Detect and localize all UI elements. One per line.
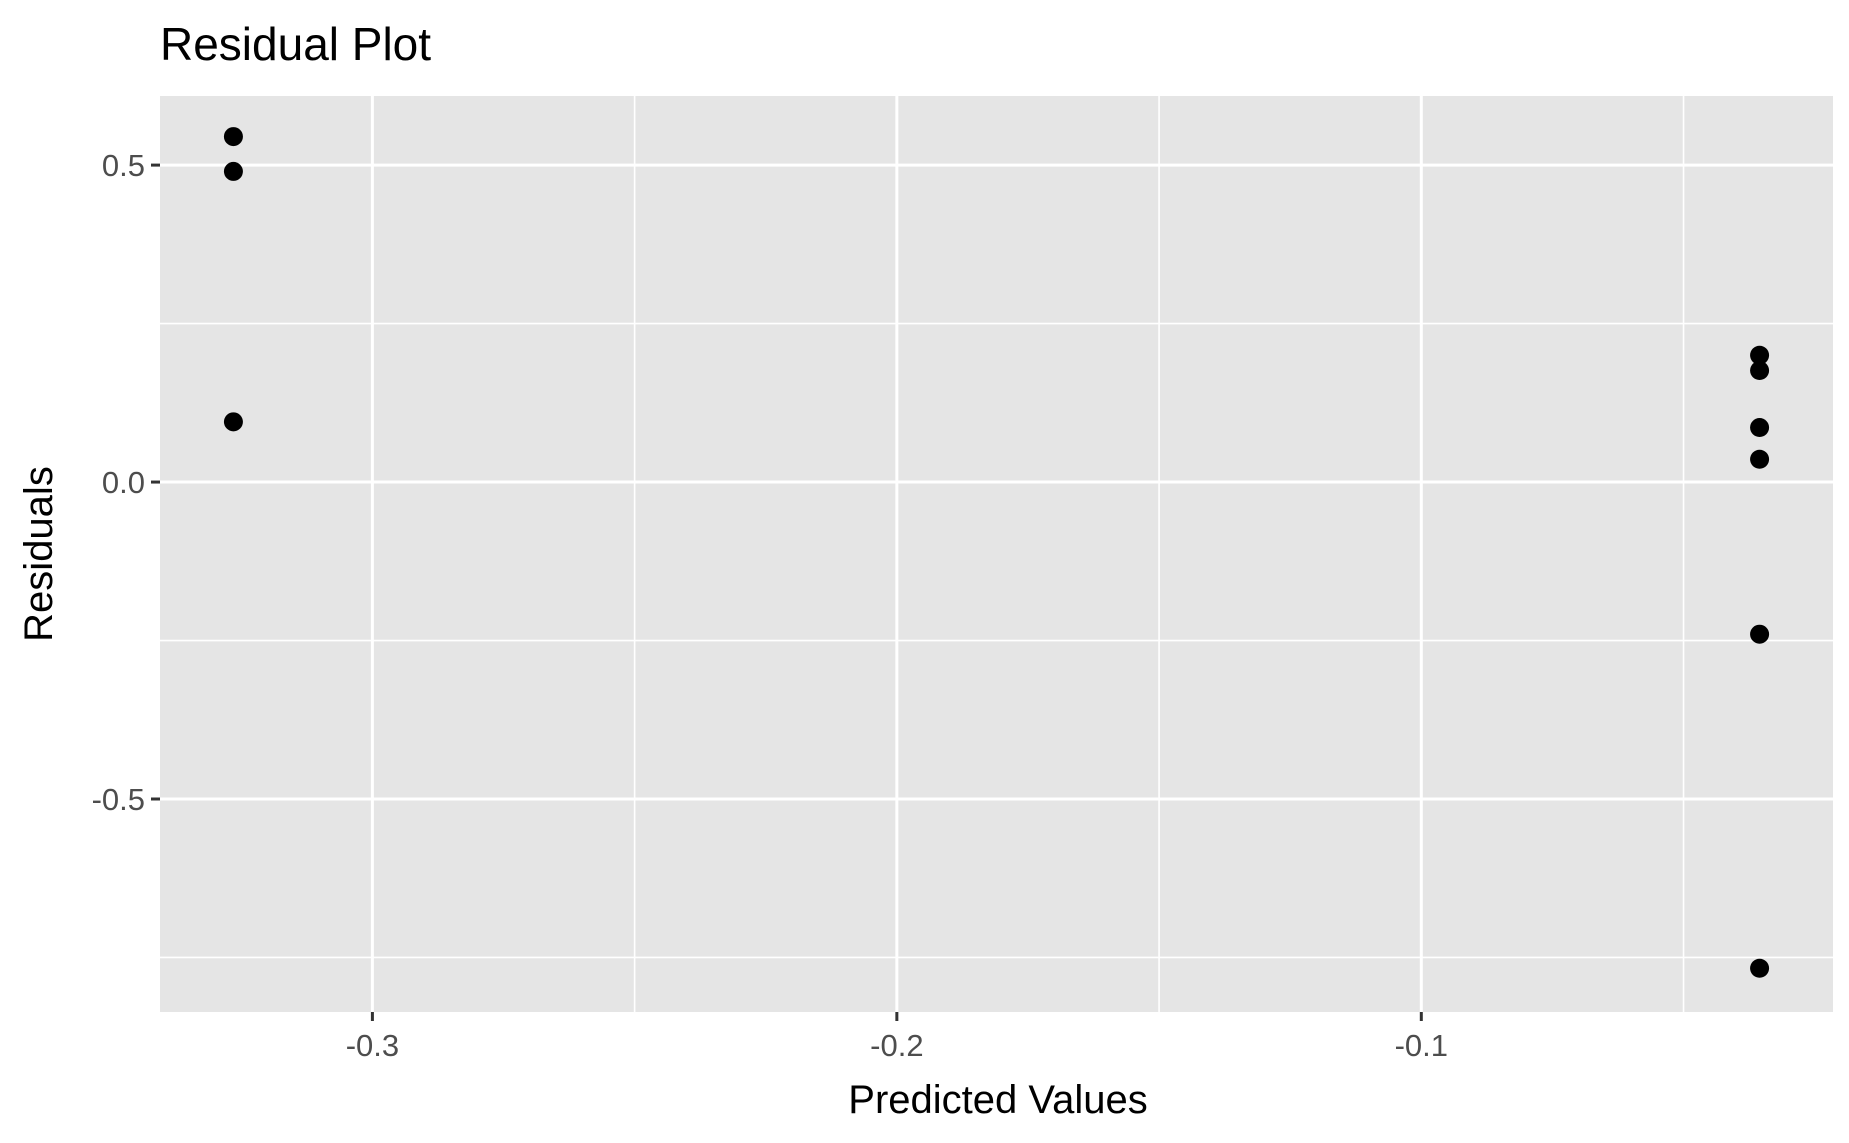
x-tick-label: -0.3: [346, 1028, 399, 1063]
data-point: [1750, 624, 1770, 644]
x-axis-title: Predicted Values: [848, 1078, 1147, 1122]
data-point: [1750, 418, 1770, 438]
data-point: [223, 127, 243, 147]
data-point: [1750, 345, 1770, 365]
data-points: [223, 127, 1770, 978]
x-axis-ticks: -0.3 -0.2 -0.1: [346, 1012, 1448, 1063]
plot-panel: [160, 96, 1833, 1012]
data-point: [1750, 958, 1770, 978]
data-point: [1750, 449, 1770, 469]
data-point: [223, 412, 243, 432]
chart-title: Residual Plot: [160, 18, 431, 70]
data-point: [223, 161, 243, 181]
x-tick-label: -0.2: [870, 1028, 923, 1063]
major-grid: [160, 96, 1833, 1012]
y-axis-title: Residuals: [17, 466, 61, 642]
data-point: [1750, 360, 1770, 380]
x-tick-label: -0.1: [1395, 1028, 1448, 1063]
y-axis-ticks: 0.5 0.0 -0.5: [92, 148, 160, 817]
y-tick-label: 0.0: [102, 465, 145, 500]
y-tick-label: 0.5: [102, 148, 145, 183]
y-tick-label: -0.5: [92, 782, 145, 817]
minor-grid: [160, 96, 1833, 1012]
